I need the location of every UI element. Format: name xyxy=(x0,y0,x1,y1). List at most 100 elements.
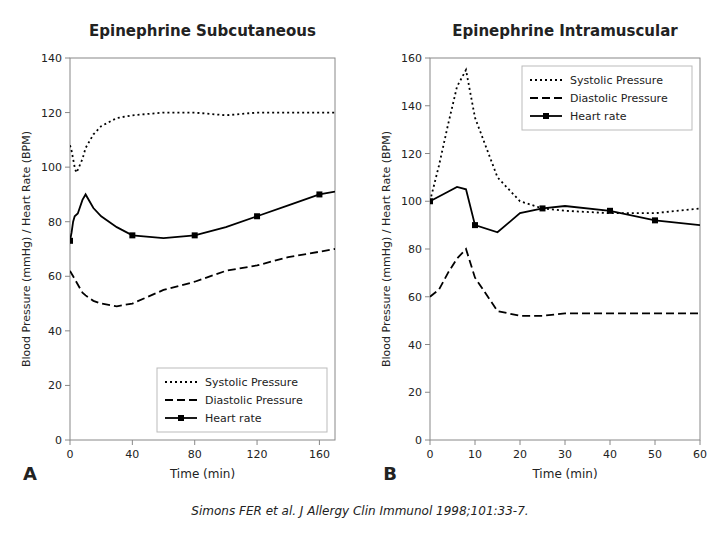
y-tick-label: 100 xyxy=(41,161,62,174)
title: Epinephrine Subcutaneous xyxy=(89,22,316,40)
marker xyxy=(607,208,613,214)
x-tick xyxy=(194,440,195,445)
legend-marker xyxy=(543,113,549,119)
panel-label: A xyxy=(23,463,37,484)
x-tick xyxy=(700,440,701,445)
legend-label: Diastolic Pressure xyxy=(205,394,303,407)
x-tick-label: 0 xyxy=(427,448,434,461)
series-line xyxy=(70,249,335,306)
legend-label: Diastolic Pressure xyxy=(570,92,668,105)
legend-box xyxy=(157,368,327,432)
x-tick-label: 40 xyxy=(125,448,139,461)
legend: Systolic Pressure Diastolic Pressure Heart… xyxy=(522,66,692,130)
y-axis-label: Blood Pressure (mmHg) / Heart Rate (BPM) xyxy=(20,131,33,367)
y-tick xyxy=(65,112,70,113)
legend-swatch xyxy=(165,399,197,401)
panel: Epinephrine Subcutaneous 0 40 80 120 160 0 20 40… xyxy=(20,22,335,484)
marker xyxy=(540,205,546,211)
x-tick xyxy=(475,440,476,445)
series-line xyxy=(430,187,700,232)
y-tick-label: 40 xyxy=(48,325,62,338)
y-tick xyxy=(425,344,430,345)
y-tick xyxy=(425,153,430,154)
legend: Systolic Pressure Diastolic Pressure Heart… xyxy=(157,368,327,432)
x-tick xyxy=(319,440,320,445)
y-tick xyxy=(65,440,70,441)
y-tick xyxy=(425,249,430,250)
marker xyxy=(254,213,260,219)
data-area xyxy=(70,113,335,307)
legend-label: Systolic Pressure xyxy=(205,376,298,389)
y-tick xyxy=(425,296,430,297)
x-tick xyxy=(257,440,258,445)
marker xyxy=(192,232,198,238)
y-tick-label: 80 xyxy=(48,216,62,229)
y-tick xyxy=(65,276,70,277)
x-axis-label: Time (min) xyxy=(169,467,235,481)
y-tick xyxy=(65,330,70,331)
y-tick-label: 120 xyxy=(401,148,422,161)
y-tick-label: 0 xyxy=(415,434,422,447)
marker xyxy=(316,191,322,197)
marker xyxy=(70,238,73,244)
legend-box xyxy=(522,66,692,130)
x-tick xyxy=(610,440,611,445)
title: Epinephrine Intramuscular xyxy=(452,22,678,40)
x-tick-label: 60 xyxy=(693,448,707,461)
marker xyxy=(472,222,478,228)
y-tick xyxy=(65,385,70,386)
series-line xyxy=(70,113,335,173)
x-tick-label: 40 xyxy=(603,448,617,461)
panel-label: B xyxy=(383,463,397,484)
x-tick-label: 30 xyxy=(558,448,572,461)
panel: Epinephrine Intramuscular 0 10 20 30 40 50 60 0 2… xyxy=(380,22,707,484)
marker xyxy=(129,232,135,238)
y-tick-label: 20 xyxy=(408,386,422,399)
x-tick-label: 160 xyxy=(309,448,330,461)
figure: Epinephrine Subcutaneous 0 40 80 120 160 0 20 40… xyxy=(0,0,720,540)
series-line xyxy=(430,249,700,316)
x-tick xyxy=(565,440,566,445)
y-tick-label: 60 xyxy=(408,291,422,304)
x-tick-label: 80 xyxy=(188,448,202,461)
x-tick-label: 120 xyxy=(247,448,268,461)
y-tick-label: 100 xyxy=(401,195,422,208)
legend-swatch xyxy=(530,97,562,99)
x-axis-label: Time (min) xyxy=(531,467,597,481)
legend-marker xyxy=(178,415,184,421)
x-tick xyxy=(655,440,656,445)
y-tick xyxy=(425,440,430,441)
y-tick-label: 40 xyxy=(408,339,422,352)
x-tick xyxy=(132,440,133,445)
x-tick xyxy=(430,440,431,445)
legend-label: Systolic Pressure xyxy=(570,74,663,87)
y-tick xyxy=(65,221,70,222)
y-tick xyxy=(425,392,430,393)
legend-label: Heart rate xyxy=(570,110,627,123)
y-tick xyxy=(65,58,70,59)
x-tick-label: 50 xyxy=(648,448,662,461)
y-tick-label: 120 xyxy=(41,107,62,120)
y-tick xyxy=(425,58,430,59)
plot-frame xyxy=(430,58,700,440)
y-tick-label: 160 xyxy=(401,52,422,65)
y-tick-label: 0 xyxy=(55,434,62,447)
x-tick-label: 0 xyxy=(67,448,74,461)
y-tick-label: 140 xyxy=(401,100,422,113)
x-tick-label: 10 xyxy=(468,448,482,461)
y-tick-label: 20 xyxy=(48,379,62,392)
marker xyxy=(430,198,433,204)
legend-label: Heart rate xyxy=(205,412,262,425)
y-tick-label: 80 xyxy=(408,243,422,256)
marker xyxy=(652,217,658,223)
series-line xyxy=(70,192,335,241)
legend-swatch xyxy=(530,79,562,81)
y-tick xyxy=(425,105,430,106)
y-axis-label: Blood Pressure (mmHg) / Heart Rate (BPM) xyxy=(380,131,393,367)
legend-swatch xyxy=(165,381,197,383)
y-tick xyxy=(65,167,70,168)
y-tick xyxy=(425,201,430,202)
plot-frame xyxy=(70,58,335,440)
x-tick xyxy=(70,440,71,445)
x-tick-label: 20 xyxy=(513,448,527,461)
